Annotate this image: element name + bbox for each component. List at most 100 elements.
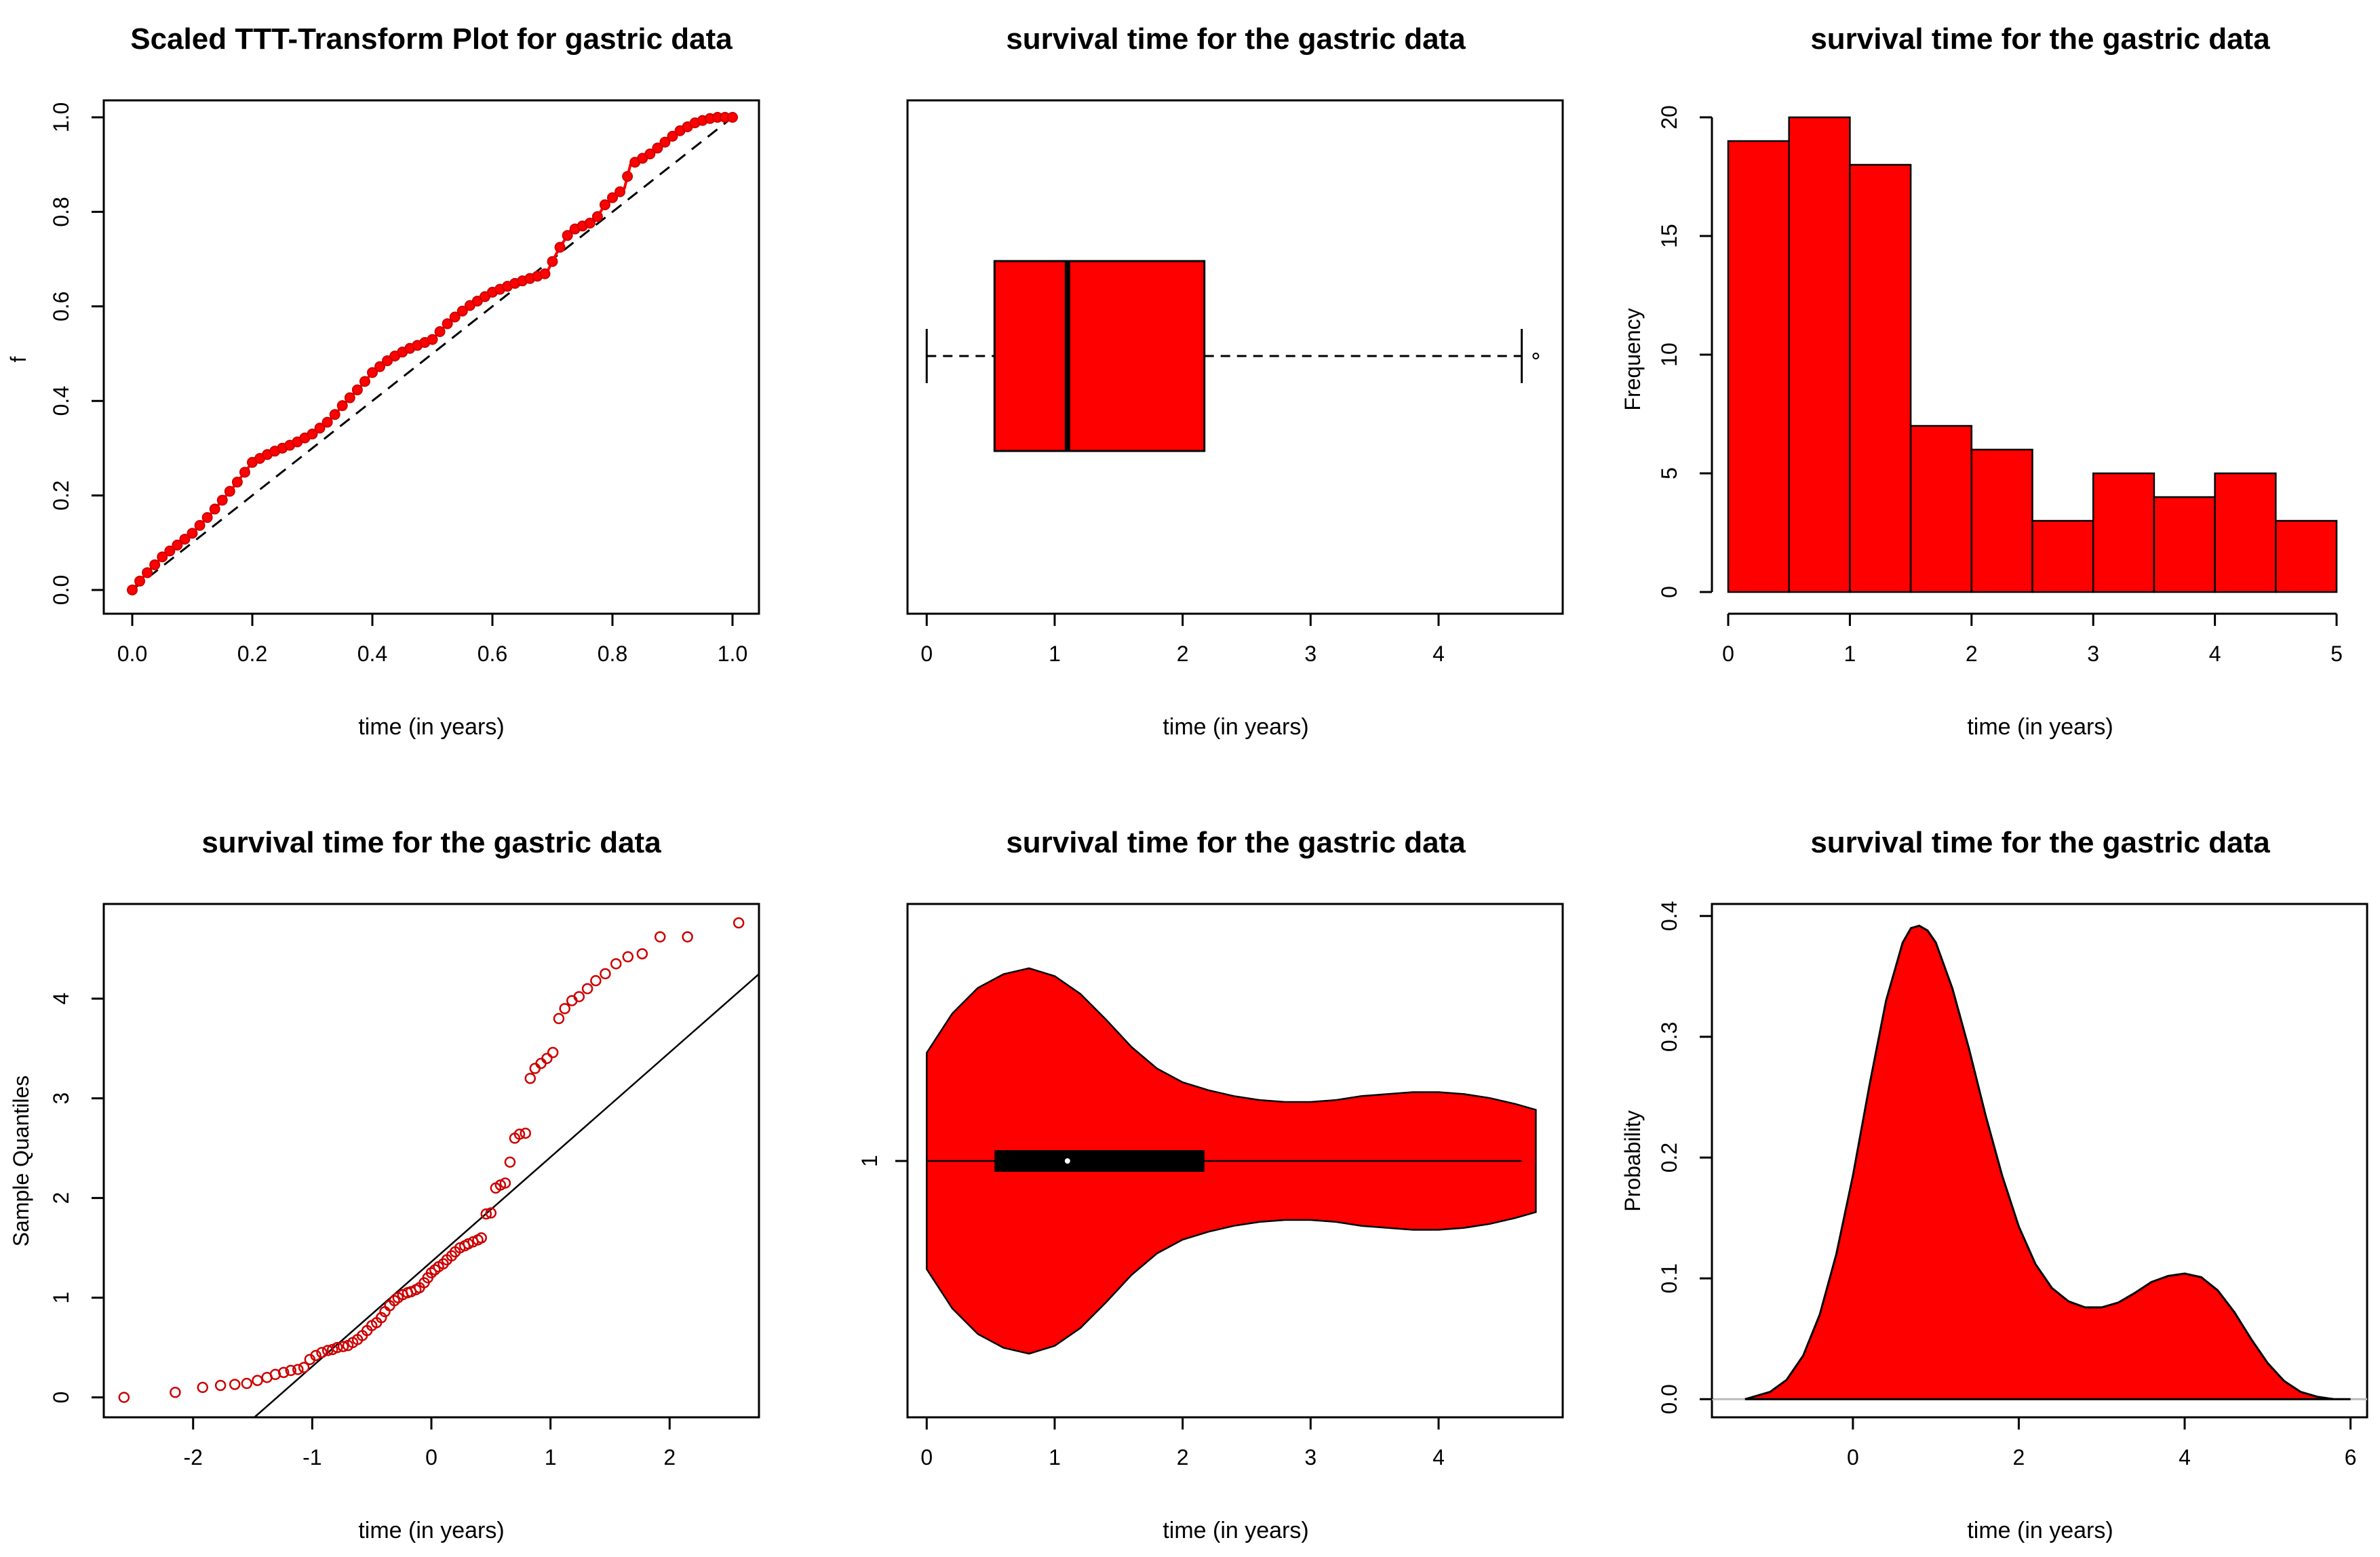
hist-y-label: Frequency [1620,308,1645,410]
ttt-marker [224,486,235,497]
violin-x-tick-label: 1 [1049,1445,1061,1470]
density-x-label: time (in years) [1967,1518,2113,1543]
violin-y-tick-label: 1 [857,1155,882,1167]
ttt-y-tick-label: 0.6 [49,292,73,321]
density-y-tick-label: 0.1 [1657,1263,1681,1293]
ttt-markers [127,112,738,595]
box-x-tick-label: 3 [1304,642,1316,666]
qq-point [331,1341,343,1354]
ttt-marker [351,384,363,395]
violin-x-tick-label: 0 [920,1445,933,1470]
hist-x-axis: 0 1 2 3 4 5 [1722,612,2343,666]
ttt-marker [434,326,446,337]
hist-y-tick-label: 10 [1657,342,1681,367]
qq-panel: survival time for the gastric data -2 -1 0… [9,826,760,1543]
qq-point [277,1366,290,1379]
ttt-marker [164,545,176,557]
qq-point [485,1207,497,1219]
ttt-marker [591,211,603,222]
ttt-marker [201,512,213,524]
qq-point [535,1057,547,1069]
ttt-x-tick-label: 0.6 [477,642,507,666]
qq-point [559,1003,570,1014]
ttt-y-tick-label: 0.8 [49,197,73,226]
qq-y-tick-label: 2 [49,1192,73,1204]
ttt-marker [442,318,453,330]
hist-bar [1849,163,1912,593]
ttt-y-tick-label: 1.0 [49,102,73,132]
qq-point [241,1377,253,1390]
ttt-marker [554,241,566,253]
ttt-x-tick-label: 1.0 [718,642,747,666]
hist-bar [2275,519,2338,593]
ttt-marker [209,503,220,515]
ttt-marker [727,112,738,123]
qq-point [285,1364,296,1377]
hist-title: survival time for the gastric data [1810,22,2270,56]
qq-title: survival time for the gastric data [201,826,661,859]
density-y-tick-label: 0.3 [1657,1022,1681,1052]
ttt-x-tick-label: 0.8 [598,642,627,666]
ttt-marker [644,149,656,160]
ttt-y-label: f [6,356,31,362]
qq-x-tick-label: -1 [303,1445,321,1470]
box-panel: survival time for the gastric data 0 1 2 3 4… [906,22,1564,740]
qq-x-axis: -2 -1 0 1 2 [184,1416,676,1470]
ttt-marker [314,422,326,434]
hist-bar [1788,116,1851,593]
density-x-tick-label: 2 [2013,1445,2025,1470]
hist-x-tick-label: 3 [2087,642,2099,666]
qq-y-axis: 0 1 2 3 4 [49,993,105,1404]
qq-point [600,968,611,980]
ttt-marker [584,217,596,229]
density-x-tick-label: 6 [2345,1445,2357,1470]
qq-point [252,1375,263,1386]
qq-point [170,1387,181,1398]
box-plot-elements [925,260,1540,452]
hist-bar [1970,448,2033,593]
ttt-marker [127,585,138,595]
qq-y-tick-label: 3 [49,1092,73,1105]
qq-y-tick-label: 4 [49,993,73,1005]
qq-point [504,1156,516,1168]
density-y-tick-label: 0.0 [1657,1384,1681,1414]
density-x-tick-label: 4 [2179,1445,2191,1470]
qq-point [298,1362,310,1373]
qq-point [622,951,634,963]
box-x-tick-label: 1 [1049,642,1061,666]
ttt-y-tick-label: 0.0 [49,575,73,605]
violin-x-axis: 0 1 2 3 4 [920,1416,1445,1470]
violin-y-axis: 1 [857,1155,908,1167]
qq-point [197,1381,209,1394]
ttt-marker [336,400,348,412]
hist-panel: survival time for the gastric data 0 1 2 3 4… [1620,22,2343,740]
violin-median-point [1064,1158,1070,1164]
ttt-marker [231,476,243,488]
qq-point [118,1392,130,1403]
box-x-axis: 0 1 2 3 4 [920,612,1445,666]
ttt-x-label: time (in years) [358,714,504,740]
box-x-tick-label: 2 [1177,642,1189,666]
density-x-axis: 0 2 4 6 [1847,1416,2357,1470]
density-y-tick-label: 0.2 [1657,1143,1681,1172]
qq-x-tick-label: 2 [663,1445,676,1470]
ttt-y-tick-label: 0.4 [49,386,73,416]
violin-x-tick-label: 2 [1177,1445,1189,1470]
qq-x-tick-label: -2 [184,1445,203,1470]
ttt-marker [652,142,663,154]
qq-point [547,1046,559,1059]
ttt-marker [449,311,461,323]
ttt-plot-frame [102,99,760,615]
box-x-tick-label: 4 [1432,642,1445,666]
ttt-marker [142,567,153,578]
ttt-marker [614,186,626,197]
hist-y-tick-label: 15 [1657,224,1681,248]
ttt-marker [179,534,191,545]
ttt-x-tick-label: 0.0 [117,642,147,666]
ttt-marker [599,199,610,210]
box-iqr-rect [993,260,1206,452]
box-title: survival time for the gastric data [1006,22,1466,56]
ttt-marker [239,467,250,478]
